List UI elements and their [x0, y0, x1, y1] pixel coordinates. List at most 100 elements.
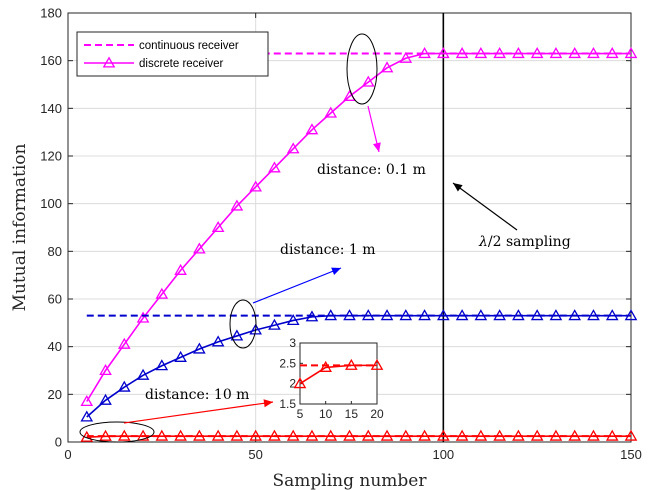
- data-point: [211, 429, 225, 441]
- label-distance-10m: distance: 10 m: [145, 387, 249, 403]
- data-point: [117, 380, 131, 392]
- y-tick-label: 80: [48, 244, 62, 259]
- data-point: [249, 429, 262, 441]
- data-point: [305, 429, 319, 441]
- data-point: [512, 429, 525, 441]
- data-point: [418, 47, 431, 59]
- legend-marker-discrete: [102, 56, 116, 68]
- y-tick-label: 20: [48, 387, 62, 402]
- data-point: [155, 359, 169, 371]
- data-point: [117, 337, 131, 349]
- inset-data-point: [319, 360, 332, 372]
- axes-frame: [67, 12, 632, 443]
- data-point: [418, 429, 431, 441]
- y-axis-label: Mutual information: [10, 144, 30, 312]
- label-distance-0-1m: distance: 0.1 m: [317, 162, 426, 178]
- data-point: [512, 309, 525, 321]
- x-tick-label: 0: [64, 447, 71, 462]
- data-point: [99, 393, 112, 405]
- series-2: [80, 429, 638, 442]
- data-point: [380, 429, 394, 441]
- data-point: [437, 309, 450, 321]
- data-point: [230, 429, 244, 441]
- arrow-1m: [252, 267, 342, 304]
- label-lambda-half-sampling: λ/2 sampling: [478, 234, 571, 250]
- y-tick-label: 140: [40, 101, 62, 116]
- data-point: [136, 368, 150, 380]
- inset-data-point: [370, 358, 384, 370]
- data-point: [380, 309, 394, 321]
- label-distance-1m: distance: 1 m: [280, 242, 376, 258]
- arrow-1m-head: [331, 267, 341, 276]
- arrow-1m-shaft: [252, 267, 342, 304]
- arrow-10m-head: [263, 399, 273, 408]
- data-point: [80, 394, 94, 407]
- arrow-0-1m: [367, 105, 381, 153]
- data-point: [455, 47, 469, 59]
- data-point: [399, 51, 413, 63]
- legend: continuous receiver discrete receiver: [76, 31, 269, 77]
- data-point: [230, 329, 244, 341]
- data-point: [624, 309, 638, 321]
- data-point: [549, 429, 563, 441]
- x-tick-label: 150: [620, 447, 642, 462]
- data-point: [211, 335, 225, 347]
- inset-x-tick-label: 20: [370, 407, 384, 421]
- plot-area: 0 50 100 150 0 20 40 60 80 100 120 140 160 180 Samplin…: [10, 6, 642, 490]
- inset-data-point: [293, 377, 307, 389]
- x-axis-label: Sampling number: [273, 471, 428, 490]
- data-point: [343, 309, 356, 321]
- data-point: [136, 311, 150, 323]
- y-tick-label: 100: [40, 196, 62, 211]
- data-point: [437, 47, 450, 59]
- data-point: [324, 429, 338, 441]
- data-point: [80, 410, 94, 422]
- data-point: [193, 429, 206, 441]
- x-tick-label: 100: [432, 447, 454, 462]
- lambda-symbol: λ: [478, 234, 488, 250]
- data-point: [493, 47, 506, 59]
- data-point: [474, 429, 488, 441]
- data-point: [437, 429, 450, 441]
- data-point: [474, 47, 488, 59]
- data-point: [249, 323, 262, 335]
- data-point: [530, 429, 544, 441]
- data-point: [136, 429, 150, 441]
- data-point: [605, 429, 619, 441]
- annotations: distance: 0.1 m distance: 1 m distance: 10…: [79, 33, 571, 443]
- series-1: [80, 309, 638, 422]
- x-tick-label: 50: [248, 447, 262, 462]
- arrow-lambda: [452, 182, 518, 231]
- data-point: [193, 242, 206, 254]
- ellipse-10m: [79, 421, 155, 443]
- y-tick-label: 160: [40, 53, 62, 68]
- legend-label-discrete: discrete receiver: [139, 58, 224, 70]
- data-point: [549, 47, 563, 59]
- data-point: [568, 309, 582, 321]
- data-point: [418, 309, 431, 321]
- data-point: [117, 429, 131, 441]
- data-point: [380, 61, 394, 73]
- data-point: [493, 429, 506, 441]
- data-point: [268, 318, 281, 330]
- data-point: [624, 47, 638, 59]
- y-tick-label: 120: [40, 149, 62, 164]
- data-point: [286, 142, 300, 154]
- inset-y-tick-label: 2: [289, 377, 296, 391]
- legend-box: [76, 31, 269, 77]
- data-point: [493, 309, 506, 321]
- data-point: [530, 47, 544, 59]
- data-point: [624, 429, 638, 441]
- data-point: [361, 429, 375, 441]
- data-point: [211, 220, 225, 233]
- inset-frame: [299, 342, 378, 405]
- y-tick-label: 0: [55, 435, 62, 450]
- data-point: [399, 429, 413, 441]
- data-point: [455, 309, 469, 321]
- data-point: [605, 47, 619, 59]
- data-point: [286, 429, 300, 441]
- data-point: [587, 47, 600, 59]
- inset-x-tick-label: 15: [345, 407, 359, 421]
